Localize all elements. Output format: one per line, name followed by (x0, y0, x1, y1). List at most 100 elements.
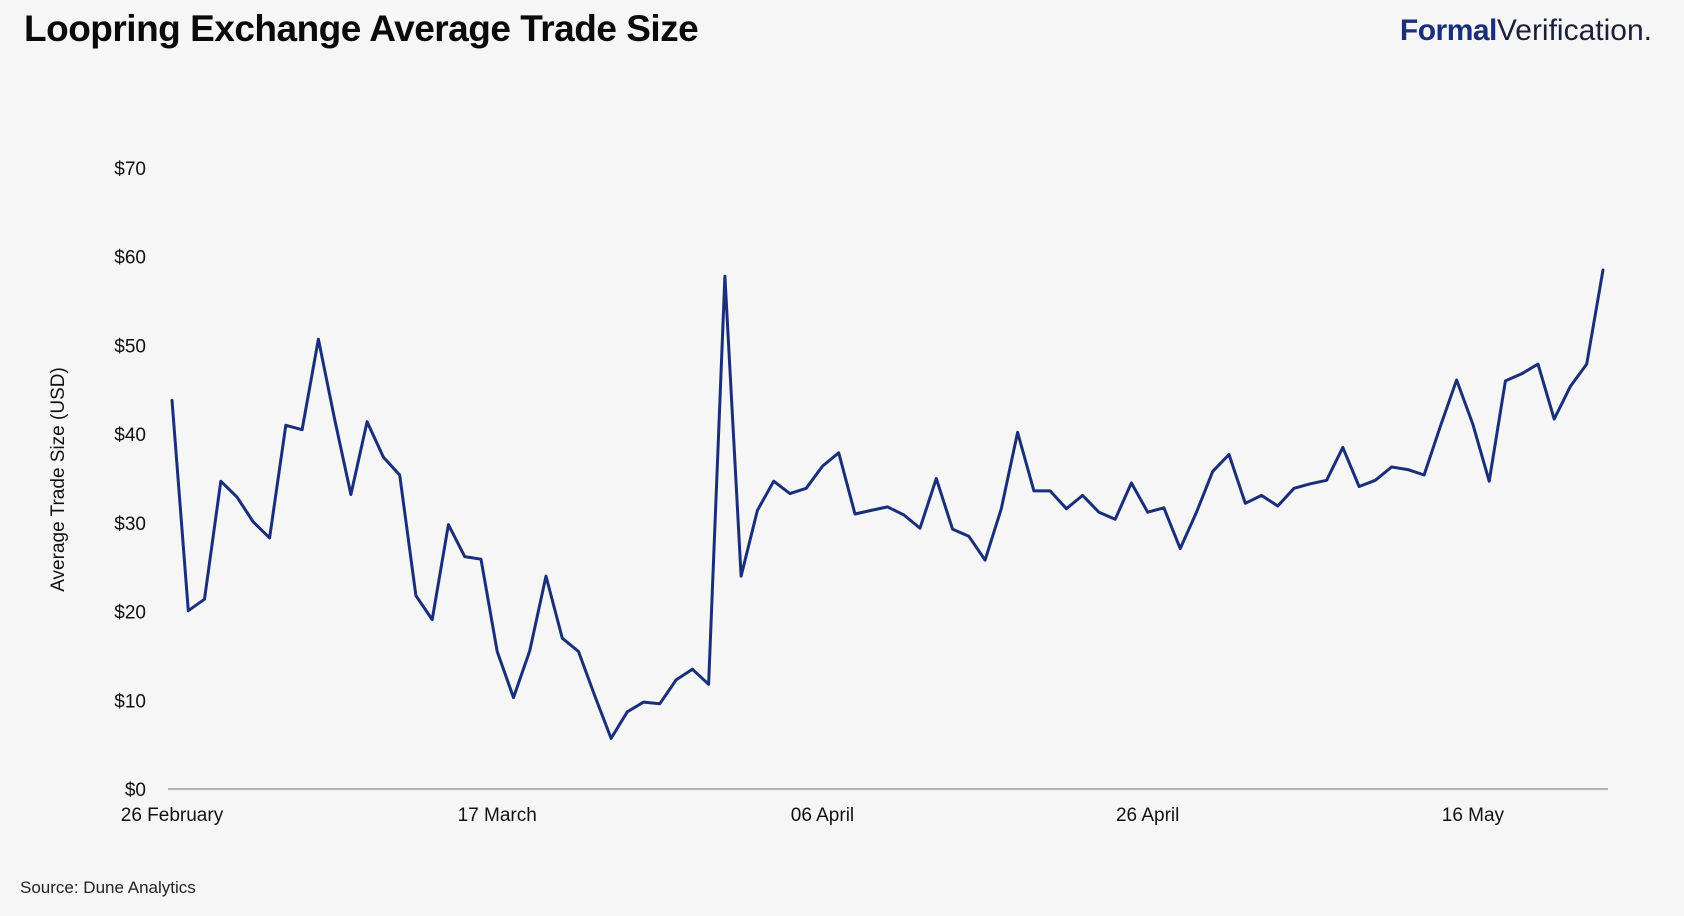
y-tick-label: $60 (114, 248, 146, 269)
data-point (463, 555, 466, 558)
data-point (1016, 431, 1019, 434)
data-point (837, 451, 840, 454)
data-point (496, 650, 499, 653)
data-point (642, 700, 645, 704)
x-tick-label: 26 April (1116, 805, 1179, 826)
series-line (170, 268, 1605, 740)
data-point (1211, 470, 1214, 473)
data-point (1553, 417, 1556, 421)
data-point (935, 477, 938, 480)
data-point (317, 338, 320, 341)
data-point (756, 509, 759, 512)
data-point (853, 512, 857, 516)
data-point (349, 493, 353, 496)
data-point (187, 609, 190, 612)
series-group (170, 268, 1605, 740)
data-point (1536, 362, 1540, 366)
data-point (300, 428, 304, 431)
data-point (398, 473, 401, 477)
data-point (626, 710, 629, 714)
data-point (723, 275, 727, 278)
data-point (1374, 479, 1377, 482)
data-point (821, 464, 824, 468)
y-axis-ticks: $0 $10 $20 $30 $40 $50 $60 $70 (114, 159, 146, 801)
data-point (1390, 465, 1393, 469)
brand-bold-text: Formal (1399, 14, 1498, 47)
data-point (1504, 379, 1507, 383)
data-point (1341, 446, 1345, 449)
data-point (1422, 473, 1426, 477)
data-point (1309, 482, 1312, 486)
data-point (739, 574, 743, 578)
y-axis-label: Average Trade Size (USD) (48, 367, 69, 592)
data-point (1113, 518, 1117, 521)
data-point (1244, 502, 1247, 505)
data-point (902, 513, 905, 517)
data-point (1000, 507, 1003, 510)
y-tick-label: $70 (114, 159, 146, 180)
data-point (382, 456, 385, 459)
data-point (1292, 487, 1296, 490)
data-point (674, 678, 678, 682)
data-point (235, 495, 239, 499)
data-point (561, 636, 564, 640)
y-tick-label: $40 (114, 425, 146, 446)
source-note: Source: Dune Analytics (20, 878, 196, 897)
data-point (512, 696, 515, 699)
data-point (1487, 479, 1491, 483)
brand-light-text: Verification. (1496, 14, 1652, 47)
data-point (1585, 362, 1588, 366)
x-axis-ticks: 26 February 17 March 06 April 26 April 16 Ma… (121, 805, 1505, 826)
data-point (772, 479, 775, 483)
y-tick-label: $30 (114, 514, 146, 535)
data-point (1065, 507, 1068, 510)
data-point (170, 399, 174, 402)
data-point (1162, 506, 1166, 509)
data-point (447, 523, 450, 526)
data-point (252, 520, 255, 524)
data-point (430, 618, 434, 621)
brand-logo: FormalVerification. (1400, 14, 1652, 48)
x-tick-label: 06 April (791, 805, 854, 826)
data-point (886, 505, 889, 509)
data-point (804, 487, 808, 490)
data-point (1195, 511, 1198, 514)
data-point (1601, 268, 1605, 272)
data-point (577, 650, 580, 653)
data-point (658, 702, 662, 706)
data-point (1325, 479, 1328, 482)
data-point (691, 668, 694, 671)
data-point (1520, 372, 1523, 376)
data-point (983, 558, 987, 562)
data-point (1032, 489, 1036, 493)
data-point (479, 558, 483, 561)
data-point (1130, 481, 1133, 485)
y-tick-label: $50 (114, 336, 146, 357)
y-tick-label: $20 (114, 603, 146, 624)
data-point (333, 417, 336, 421)
data-point (1146, 511, 1149, 514)
data-point (1455, 378, 1458, 382)
data-point (951, 527, 954, 531)
data-point (788, 492, 792, 495)
data-point (1569, 385, 1572, 388)
data-point (1081, 494, 1084, 497)
data-point (1357, 485, 1361, 488)
data-point (219, 479, 222, 483)
data-point (1276, 504, 1279, 508)
data-point (870, 509, 873, 512)
data-point (1048, 489, 1052, 493)
y-tick-label: $0 (125, 780, 146, 801)
data-point (1260, 494, 1263, 497)
data-point (1179, 547, 1182, 550)
data-point (609, 737, 613, 740)
data-point (365, 420, 369, 423)
data-point (918, 526, 922, 530)
data-point (544, 574, 548, 578)
data-point (414, 594, 418, 597)
data-point (967, 534, 971, 538)
data-point (203, 597, 206, 601)
y-tick-label: $10 (114, 691, 146, 712)
data-point (268, 536, 271, 540)
